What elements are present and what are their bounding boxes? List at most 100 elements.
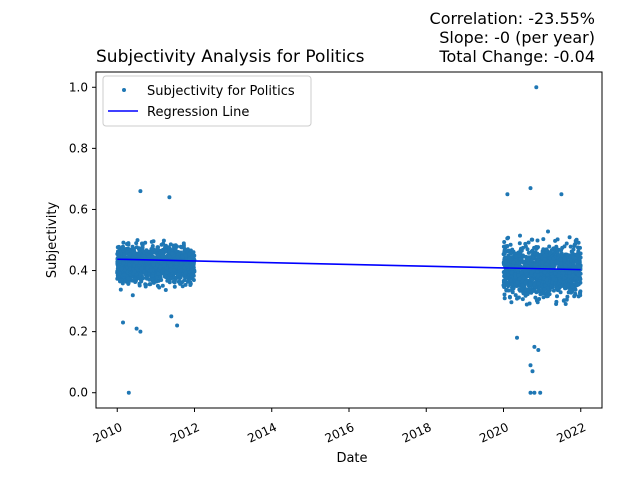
scatter-point [528, 363, 533, 368]
scatter-point [122, 253, 127, 258]
scatter-point [138, 272, 143, 277]
scatter-point [155, 283, 160, 288]
scatter-point [135, 238, 140, 243]
scatter-point [559, 192, 564, 197]
scatter-point [178, 268, 183, 273]
plot-area [115, 85, 583, 395]
scatter-point [541, 237, 546, 242]
scatter-point [517, 241, 522, 246]
scatter-point [547, 244, 552, 249]
scatter-point [132, 269, 137, 274]
scatter-point [188, 280, 193, 284]
scatter-point [545, 286, 550, 291]
legend: Subjectivity for Politics Regression Lin… [102, 75, 312, 127]
scatter-point [153, 248, 158, 253]
scatter-point [164, 248, 168, 253]
scatter-point [523, 269, 528, 274]
scatter-point [126, 390, 131, 395]
scatter-point [126, 281, 131, 286]
scatter-point [521, 291, 526, 296]
y-axis-label: Subjectivity [45, 202, 60, 279]
y-tick-label: 1.0 [69, 80, 88, 94]
scatter-point [158, 265, 163, 270]
scatter-point [568, 244, 573, 249]
scatter-point [180, 254, 185, 259]
scatter-point [573, 275, 578, 280]
scatter-point [515, 296, 519, 301]
scatter-point [544, 262, 549, 267]
scatter-point [563, 302, 568, 306]
scatter-point [550, 263, 555, 268]
scatter-point [191, 262, 196, 267]
scatter-point [513, 293, 518, 298]
scatter-point [522, 259, 526, 264]
scatter-point [509, 251, 513, 256]
scatter-point [528, 390, 533, 395]
scatter-point [183, 247, 188, 252]
scatter-point [544, 277, 549, 282]
scatter-point [558, 257, 563, 262]
scatter-point [540, 260, 545, 265]
slope-annotation: Slope: -0 (per year) [439, 28, 595, 47]
scatter-point [564, 241, 569, 246]
scatter-point [133, 280, 138, 284]
scatter-point [542, 253, 547, 258]
scatter-point [517, 276, 522, 281]
scatter-point [530, 369, 535, 374]
scatter-point [553, 271, 558, 276]
scatter-point [505, 236, 510, 241]
y-tick-label: 0.6 [69, 202, 88, 216]
scatter-point [142, 269, 146, 274]
scatter-point [132, 263, 136, 268]
scatter-point [520, 297, 525, 302]
scatter-point [574, 259, 579, 264]
scatter-point [501, 283, 506, 288]
scatter-point [116, 249, 120, 254]
scatter-point [191, 278, 196, 282]
scatter-point [535, 238, 540, 243]
scatter-point [130, 293, 135, 298]
scatter-point [117, 271, 122, 276]
scatter-point [167, 246, 172, 251]
scatter-point [536, 273, 540, 278]
scatter-point [168, 268, 173, 273]
scatter-point [546, 229, 550, 234]
scatter-point [509, 300, 514, 305]
scatter-point [151, 262, 156, 267]
scatter-point [532, 282, 537, 287]
scatter-point [160, 283, 165, 288]
scatter-point [164, 270, 169, 275]
scatter-point [567, 235, 572, 240]
scatter-point [577, 264, 582, 269]
scatter-point [537, 297, 542, 301]
scatter-point [578, 291, 583, 296]
scatter-point [169, 314, 174, 319]
scatter-point [140, 243, 145, 248]
x-axis-label: Date [336, 451, 367, 466]
scatter-point [164, 266, 169, 270]
scatter-point [188, 248, 193, 253]
y-tick-label: 0.2 [69, 325, 88, 339]
scatter-point [509, 270, 514, 275]
y-axis-ticks: 0.0 0.2 0.4 0.6 0.8 1.0 [69, 80, 96, 400]
scatter-point [121, 320, 125, 325]
scatter-point [569, 290, 574, 295]
scatter-point [187, 252, 192, 257]
scatter-point [138, 189, 143, 194]
scatter-point [556, 253, 561, 258]
scatter-point [118, 278, 123, 283]
scatter-point [558, 284, 563, 289]
scatter-point [533, 295, 538, 300]
scatter-point [550, 280, 554, 285]
scatter-point [176, 272, 181, 277]
scatter-point [532, 390, 537, 395]
scatter-point [121, 261, 126, 265]
scatter-point [576, 240, 581, 245]
scatter-point [570, 250, 575, 255]
scatter-point [116, 274, 121, 279]
scatter-point [504, 259, 508, 264]
scatter-point [551, 288, 556, 293]
scatter-point [145, 266, 150, 271]
scatter-point [144, 275, 149, 280]
legend-box [102, 75, 312, 127]
